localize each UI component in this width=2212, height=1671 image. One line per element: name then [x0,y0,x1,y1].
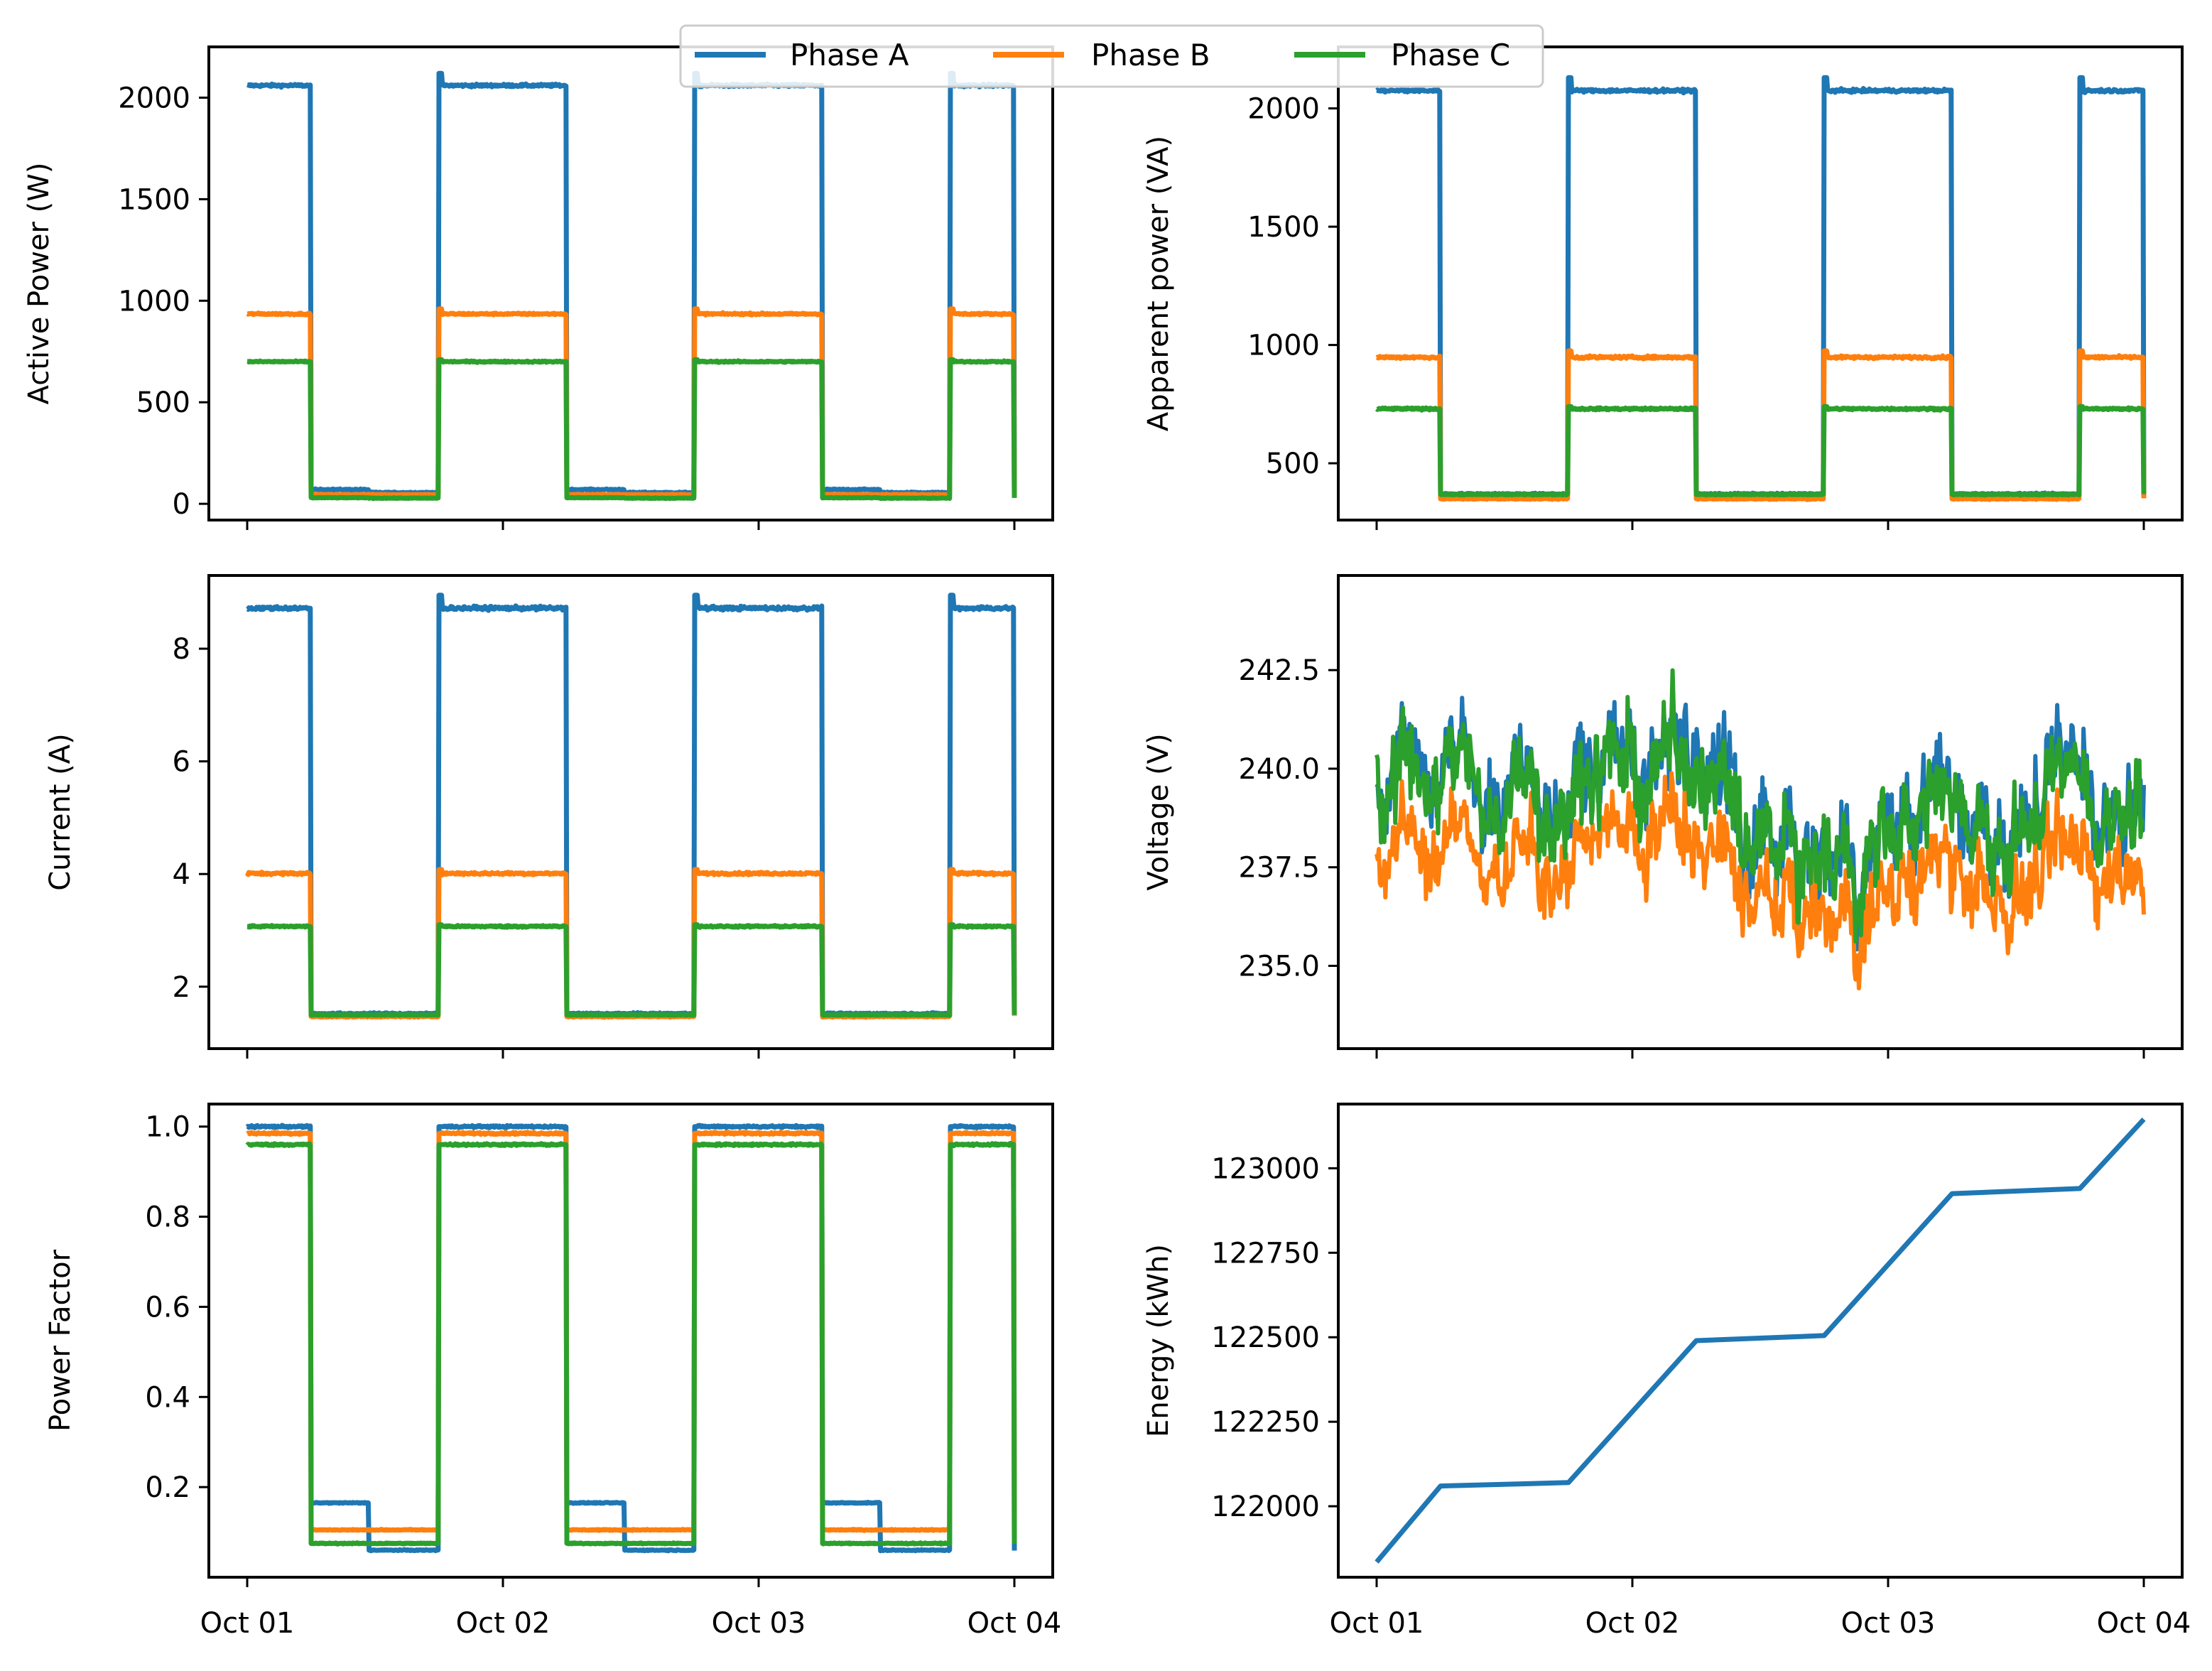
y-axis-label: Apparent power (VA) [1142,136,1175,431]
x-tick-label: Oct 04 [967,1607,1062,1640]
y-tick-label: 4 [173,858,190,891]
subplot-voltage: 235.0 237.5 240.0 242.5 Voltage (V) [1142,574,2184,1059]
x-tick-label: Oct 02 [456,1607,551,1640]
axes-frame [1337,574,2184,1050]
series-phase-a [245,593,1017,1017]
x-tick-label: Oct 04 [2097,1607,2191,1640]
plot-area [1375,668,2146,991]
subplot-current: 2 4 6 8 Current (A) [44,574,1054,1059]
axes-frame [1337,45,2184,521]
plot-area [245,1123,1017,1554]
plot-area [244,593,1017,1020]
legend-label-phase-b: Phase B [1091,38,1210,72]
y-axis-label: Power Factor [44,1249,77,1432]
y-tick-label: 242.5 [1238,654,1320,687]
y-tick-label: 0.8 [145,1201,190,1234]
y-tick-label: 1000 [118,285,190,318]
y-tick-label: 240.0 [1238,753,1320,786]
series-phase-b [245,1129,1017,1533]
x-tick-label: Oct 02 [1585,1607,1680,1640]
series-phase-c [1375,404,2147,498]
y-tick-label: 8 [173,633,190,666]
y-tick-label: 500 [136,386,190,419]
x-tick-label: Oct 01 [1330,1607,1424,1640]
y-axis-label: Active Power (W) [23,163,55,405]
axes-frame [207,1103,1054,1579]
series-phase-a [245,70,1017,497]
legend-label-phase-a: Phase A [790,38,909,72]
y-tick-label: 2000 [1247,93,1320,126]
y-tick-label: 1500 [118,183,190,216]
y-axis-label: Current (A) [44,733,77,891]
plot-area [1375,75,2147,502]
y-tick-label: 123000 [1211,1152,1320,1185]
series-phase-b [244,867,1017,1020]
y-tick-label: 122500 [1211,1321,1320,1354]
series-phase-c [245,357,1017,502]
series-phase-c [245,1140,1017,1547]
series-phase-b [245,306,1017,498]
legend-label-phase-c: Phase C [1391,38,1510,72]
legend: Phase A Phase B Phase C [679,24,1544,88]
y-axis-label: Voltage (V) [1142,733,1175,890]
y-tick-label: 0.2 [145,1471,190,1504]
y-tick-label: 2000 [118,82,190,114]
y-tick-label: 122250 [1211,1406,1320,1439]
y-tick-label: 500 [1266,448,1320,480]
series-phase-c [1375,668,2145,944]
y-tick-label: 122000 [1211,1491,1320,1523]
series-phase-c [245,922,1017,1018]
y-tick-label: 1.0 [145,1111,190,1144]
y-tick-label: 1500 [1247,211,1320,244]
subplot-energy: 122000 122250 122500 122750 123000 Oct 01 Oct … [1142,1103,2191,1640]
series-phase-a [1375,75,2147,498]
subplot-power-factor: 0.2 0.4 0.6 0.8 1.0 Oct 01 Oct 02 Oct 03 Oct 04 P… [44,1103,1062,1640]
x-tick-label: Oct 03 [1841,1607,1936,1640]
y-tick-label: 2 [173,971,190,1004]
axes-frame [1337,1103,2184,1579]
y-axis-label: Energy (kWh) [1142,1244,1175,1437]
y-tick-label: 237.5 [1238,852,1320,885]
y-tick-label: 122750 [1211,1237,1320,1270]
y-tick-label: 6 [173,746,190,779]
plot-area [1375,1118,2146,1564]
subplot-active-power: 0 500 1000 1500 2000 Active Power (W) [23,45,1054,530]
series-phase-b [1375,771,2146,991]
x-tick-label: Oct 01 [200,1607,295,1640]
axes-frame [207,45,1054,521]
legend-frame [679,24,1544,88]
plot-area [245,70,1017,502]
y-tick-label: 0 [173,488,190,521]
axes-frame [207,574,1054,1050]
x-tick-label: Oct 03 [712,1607,806,1640]
series-phase-a [245,1123,1017,1554]
y-tick-label: 1000 [1247,330,1320,362]
series-phase-b [1375,348,2147,502]
y-tick-label: 0.4 [145,1381,190,1414]
subplot-grid: 0 500 1000 1500 2000 Active Power (W) 500 1000 1… [23,45,2191,1640]
series-energy [1375,1118,2146,1564]
y-tick-label: 235.0 [1238,950,1320,983]
subplot-apparent-power: 500 1000 1500 2000 Apparent power (VA) [1142,45,2184,530]
y-tick-label: 0.6 [145,1291,190,1324]
